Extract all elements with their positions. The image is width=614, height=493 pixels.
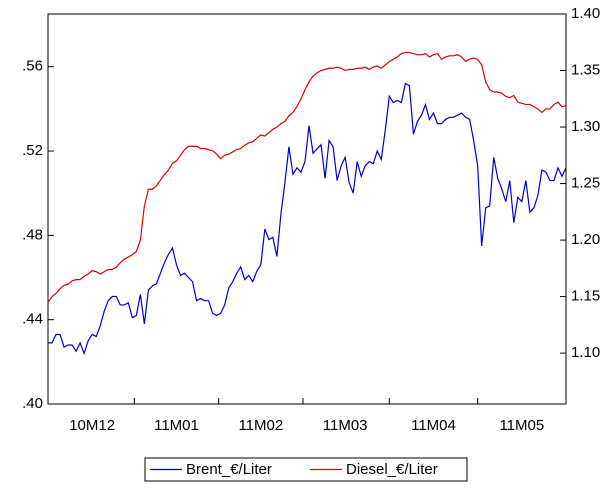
- y2-tick-label: 1.30: [571, 118, 600, 135]
- y-tick-label: .56: [22, 58, 43, 75]
- series-line: [48, 82, 567, 356]
- x-tick-label: 11M04: [411, 417, 456, 434]
- plot-frame: [47, 13, 567, 405]
- y2-tick-label: 1.40: [571, 5, 600, 22]
- y-tick-label: .52: [22, 142, 43, 159]
- y-tick-label: .48: [22, 226, 43, 243]
- legend-label: Brent_€/Liter: [186, 461, 272, 478]
- y2-tick-label: 1.15: [571, 288, 600, 305]
- y2-tick-label: 1.25: [571, 175, 600, 192]
- y2-tick-label: 1.20: [571, 231, 600, 248]
- y-tick-label: .40: [22, 395, 43, 412]
- legend-box: [144, 457, 468, 482]
- x-tick-label: 11M05: [499, 417, 544, 434]
- x-tick-label: 11M03: [323, 417, 368, 434]
- x-tick-label: 11M02: [238, 417, 283, 434]
- x-tick-label: 11M01: [154, 417, 199, 434]
- y-tick-label: .44: [22, 311, 43, 328]
- y2-tick-label: 1.10: [571, 344, 600, 361]
- x-tick-label: 10M12: [69, 417, 115, 434]
- series-line: [47, 51, 567, 303]
- y2-tick-label: 1.35: [571, 61, 600, 78]
- legend-label: Diesel_€/Liter: [346, 461, 438, 478]
